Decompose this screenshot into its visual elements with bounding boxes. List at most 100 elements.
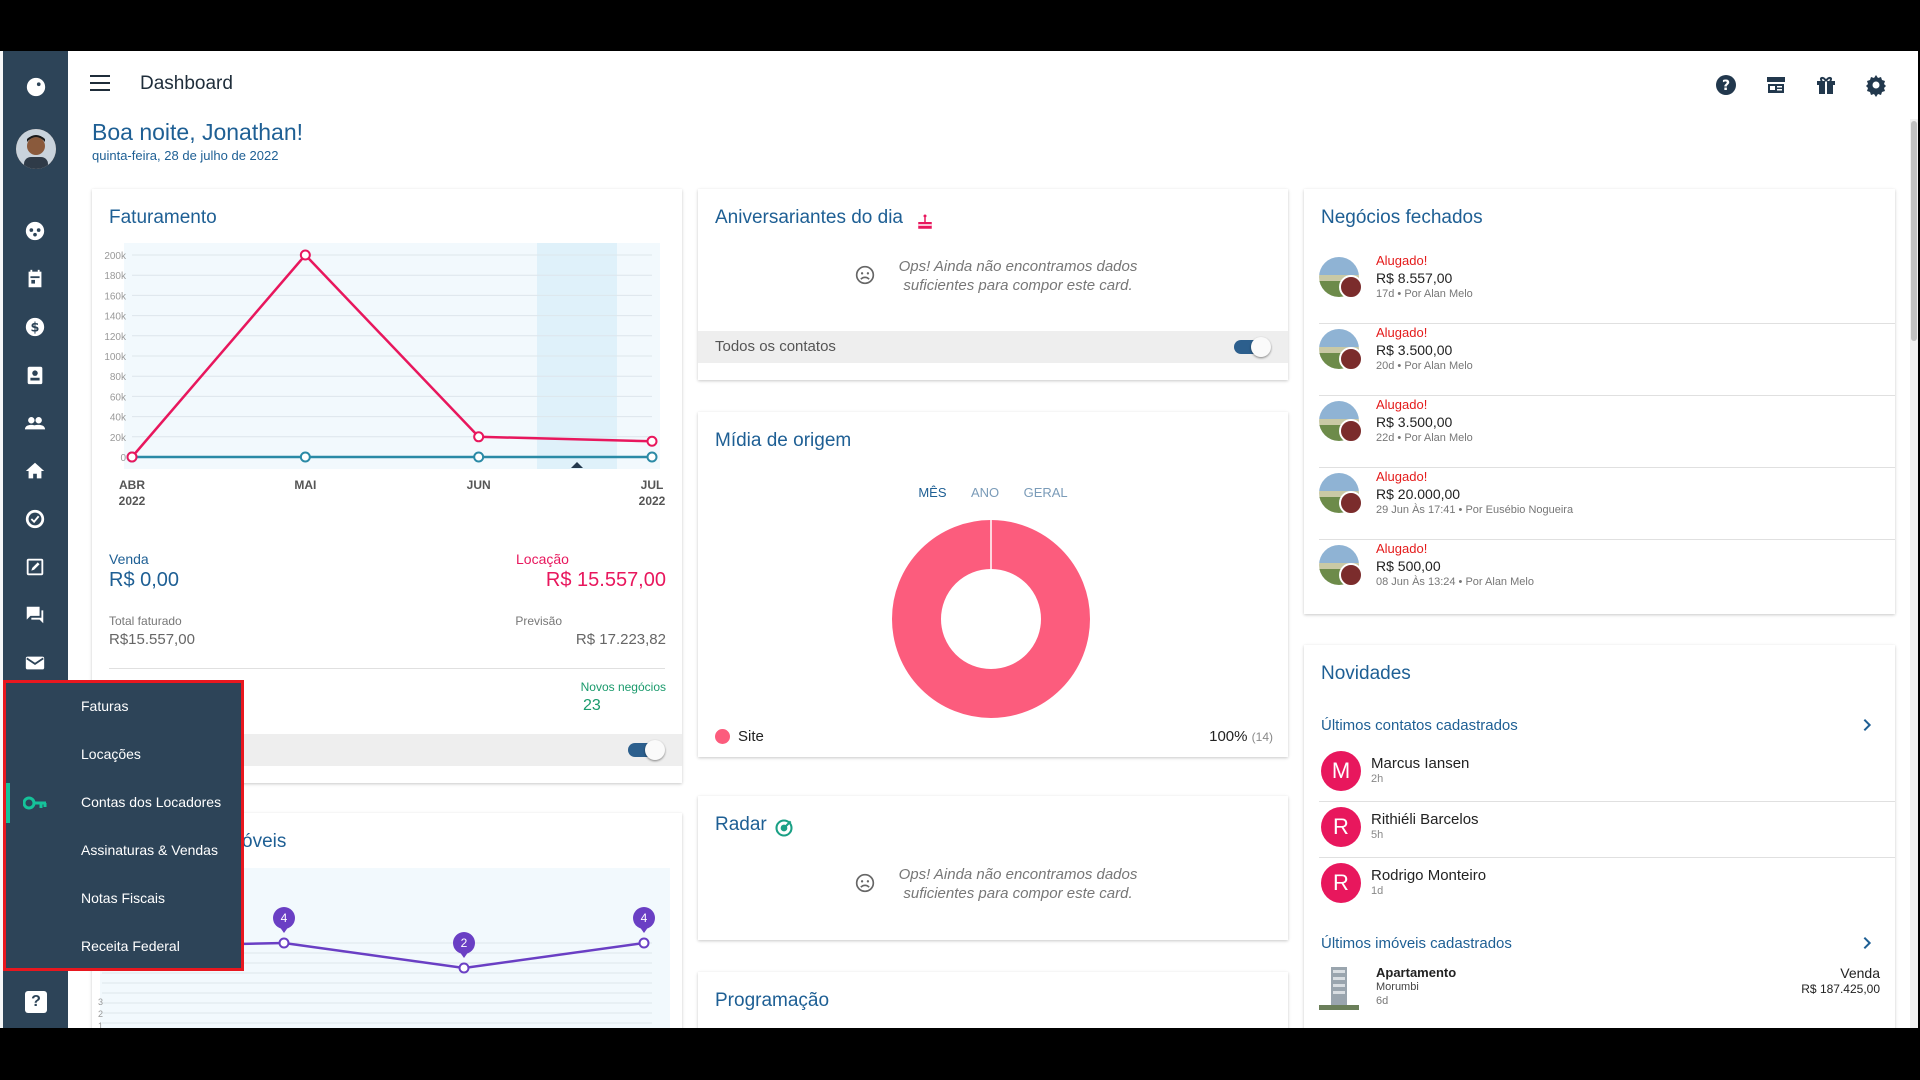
legend-site-swatch [715,729,730,744]
negocio-status: Alugado! [1376,397,1428,412]
data-point [299,451,311,463]
contact-name: Rodrigo Monteiro [1371,867,1487,884]
property-thumbnail [1319,401,1363,443]
radar-empty-message: Ops! Ainda não encontramos dados suficie… [898,866,1138,902]
finance-flyout-menu: Faturas Locações Contas dos Locadores Assin… [3,680,244,971]
property-thumbnail [1319,329,1363,371]
finance-icon[interactable]: $ [21,313,49,341]
contact-initial-avatar: M [1321,751,1361,791]
series-line [131,253,653,458]
data-label: 4 [641,911,648,925]
scrollbar[interactable] [1910,119,1918,1028]
calendar-icon[interactable] [21,265,49,293]
flyout-menu-label: Notas Fiscais [81,890,166,906]
verified-icon[interactable] [21,505,49,533]
flyout-menu-label: Faturas [81,698,129,714]
agent-avatar [1339,347,1363,371]
negocios-title: Negócios fechados [1321,207,1483,228]
flyout-menu-label: Contas dos Locadores [81,794,222,810]
y-tick-label: 160k [104,291,127,302]
x-tick-year: 2022 [639,494,666,508]
edit-note-icon[interactable] [21,553,49,581]
tab-mes[interactable]: MÊS [918,485,947,500]
midia-title: Mídia de origem [715,430,852,451]
todos-contatos-label: Todos os contatos [715,338,836,355]
legend-site-label: Site [738,728,764,745]
imovel-price: R$ 187.425,00 [1801,982,1880,996]
negocio-item[interactable]: Alugado! R$ 3.500,00 22d • Por Alan Melo [1319,395,1895,468]
data-point [646,451,658,463]
avatar[interactable] [16,129,56,169]
flyout-menu-item[interactable]: Faturas [6,683,241,731]
radar-card: Radar Ops! Ainda não encontramos dados s… [698,796,1288,940]
faturamento-toggle[interactable] [628,740,665,760]
total-label: Total faturado [109,614,182,628]
app-window: $ ? Dashboard ? Boa noite, Jonathan! qui… [0,51,1918,1028]
todos-contatos-toggle[interactable] [1234,337,1271,357]
agent-avatar [1339,491,1363,515]
period-marker-icon [571,462,583,468]
previsao-value: R$ 17.223,82 [575,631,666,648]
mail-icon[interactable] [21,649,49,677]
topbar: Dashboard ? [68,51,1918,119]
negocios-card: Negócios fechados Alugado! R$ 8.557,00 1… [1304,189,1895,614]
data-label-pointer [459,951,469,958]
app-logo-icon[interactable] [20,71,52,103]
x-tick-label: JUN [467,478,491,492]
scrollbar-thumb[interactable] [1911,121,1917,341]
property-thumbnail [1319,545,1363,587]
negocio-item[interactable]: Alugado! R$ 8.557,00 17d • Por Alan Melo [1319,251,1895,324]
imovel-type: Apartamento [1376,965,1457,980]
data-label-pointer [639,926,649,933]
menu-icon[interactable] [90,75,110,91]
flyout-menu-label: Assinaturas & Vendas [81,842,218,858]
agent-avatar [1339,275,1363,299]
y-tick-label: 3 [98,997,103,1007]
data-point [638,937,650,949]
help-icon[interactable]: ? [25,991,47,1013]
negocio-item[interactable]: Alugado! R$ 3.500,00 20d • Por Alan Melo [1319,323,1895,396]
negocio-status: Alugado! [1376,469,1428,484]
negocio-item[interactable]: Alugado! R$ 500,00 08 Jun Às 13:24 • Por… [1319,539,1895,611]
help-circle-icon[interactable]: ? [1714,73,1738,97]
flyout-menu-item[interactable]: Notas Fiscais [6,875,241,923]
greeting-title: Boa noite, Jonathan! [92,119,303,145]
storefront-icon[interactable] [1764,73,1788,97]
negocio-value: R$ 3.500,00 [1376,414,1453,430]
total-value: R$15.557,00 [109,631,195,648]
contact-card-icon[interactable] [21,361,49,389]
chevron-right-icon[interactable] [1859,935,1875,951]
venda-label: Venda [109,551,149,567]
midia-card: Mídia de origem MÊS ANO GERAL Site 100% … [698,412,1288,757]
dashboard-icon[interactable] [21,217,49,245]
people-icon[interactable] [21,409,49,437]
negocio-item[interactable]: Alugado! R$ 20.000,00 29 Jun Às 17:41 • … [1319,467,1895,540]
negocio-status: Alugado! [1376,253,1428,268]
chevron-right-icon[interactable] [1859,717,1875,733]
faturamento-title: Faturamento [109,207,217,228]
data-label-pointer [279,926,289,933]
data-point [278,937,290,949]
flyout-menu-item[interactable]: Receita Federal [6,923,241,971]
flyout-menu-item[interactable]: Assinaturas & Vendas [6,827,241,875]
radar-target-icon [775,819,793,837]
agent-avatar [1339,419,1363,443]
settings-gear-icon[interactable] [1864,73,1888,97]
imovel-list-item[interactable]: Apartamento Morumbi 6d Venda R$ 187.425,… [1319,965,1895,1015]
contact-list-item[interactable]: M Marcus Iansen 2h [1319,745,1895,802]
home-icon[interactable] [21,457,49,485]
flyout-menu-item[interactable]: Contas dos Locadores [6,779,241,827]
contact-list-item[interactable]: R Rithiéli Barcelos 5h [1319,801,1895,858]
imovel-deal: Venda [1840,965,1880,981]
chat-icon[interactable] [21,601,49,629]
ultimos-contatos-title[interactable]: Últimos contatos cadastrados [1321,717,1518,734]
agent-avatar [1339,563,1363,587]
data-label: 2 [461,936,468,950]
flyout-menu-item[interactable]: Locações [6,731,241,779]
ultimos-imoveis-title[interactable]: Últimos imóveis cadastrados [1321,935,1512,952]
tab-ano[interactable]: ANO [970,485,1000,500]
contact-list-item[interactable]: R Rodrigo Monteiro 1d [1319,857,1895,913]
gift-icon[interactable] [1814,73,1838,97]
contact-initial-avatar: R [1321,863,1361,903]
tab-geral[interactable]: GERAL [1023,485,1068,500]
